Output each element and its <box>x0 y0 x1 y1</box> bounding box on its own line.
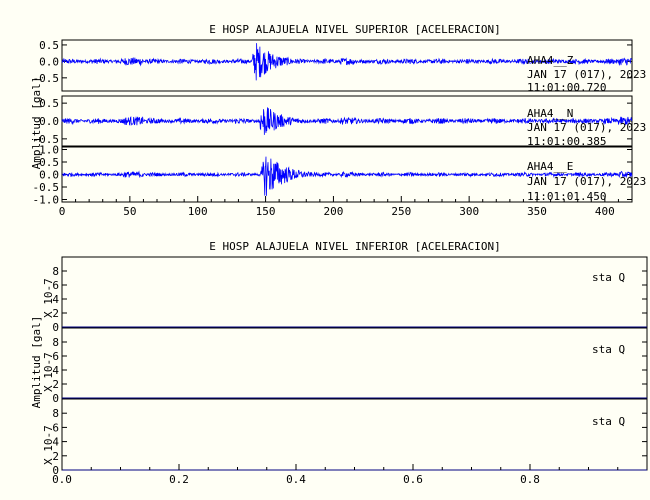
x-tick-label: 200 <box>323 205 343 218</box>
y-tick-label: -0.5 <box>33 133 60 146</box>
lower-x-axis: 0.0 0.2 0.4 0.6 0.8 <box>52 464 619 486</box>
y-tick-label: -0.5 <box>33 72 60 85</box>
x-tick-label: 0.4 <box>286 473 306 486</box>
y-tick-label: 0.0 <box>39 115 59 128</box>
x-tick-label: 0.6 <box>403 473 423 486</box>
y-tick-label: 4 <box>52 436 59 449</box>
station-label: sta Q <box>592 271 625 284</box>
y-tick-label: 2 <box>52 307 59 320</box>
y-tick-label: -0.5 <box>33 181 60 194</box>
lower-chart: E HOSP ALAJUELA NIVEL INFERIOR [ACELERAC… <box>30 240 648 486</box>
panel-frame <box>61 327 648 399</box>
y-tick-label: 6 <box>52 279 59 292</box>
upper-panel-n: 0.5 0.0 -0.5 AHA4__N JAN 17 (017), 2023 11… <box>33 95 646 148</box>
y-tick-label: 0 <box>52 392 59 405</box>
y-tick-label: 8 <box>52 407 59 420</box>
y-tick-group: 86 420 <box>52 407 647 477</box>
panel-frame <box>61 39 633 92</box>
x-tick-label: 400 <box>595 205 615 218</box>
y-unit-label: X 10-7 <box>42 425 55 465</box>
time-label: 11:01:00.720 <box>527 81 606 94</box>
upper-chart-title: E HOSP ALAJUELA NIVEL SUPERIOR [ACELERAC… <box>209 23 500 36</box>
y-tick-label: 0.5 <box>39 97 59 110</box>
upper-x-axis: 0 50 100 150 200 250 300 350 400 <box>59 196 619 218</box>
y-tick-label: 0.5 <box>39 156 59 169</box>
waveform-trace-e <box>61 156 633 196</box>
y-tick-group: 0.5 0.0 -0.5 <box>33 39 632 85</box>
x-tick-label: 0.0 <box>52 473 72 486</box>
y-tick-label: -1.0 <box>33 194 60 207</box>
y-tick-label: 8 <box>52 265 59 278</box>
y-tick-label: 0 <box>52 464 59 477</box>
y-tick-label: 4 <box>52 293 59 306</box>
x-tick-label: 50 <box>123 205 136 218</box>
y-tick-label: 0.5 <box>39 39 59 52</box>
time-label: 11:01:01.450 <box>527 190 606 203</box>
x-tick-label: 150 <box>256 205 276 218</box>
waveform-trace-z <box>61 43 633 81</box>
station-label: AHA4__Z <box>527 54 574 67</box>
x-tick-label: 0.2 <box>169 473 189 486</box>
station-label: AHA4__N <box>527 107 573 120</box>
upper-y-axis-label: Amplitud [gal] <box>30 77 43 170</box>
date-label: JAN 17 (017), 2023 <box>527 121 646 134</box>
y-unit-label: X 10-7 <box>42 352 55 392</box>
y-unit-label: X 10-7 <box>42 278 55 318</box>
y-tick-label: 8 <box>52 336 59 349</box>
panel-frame <box>61 398 648 471</box>
y-tick-label: 2 <box>52 378 59 391</box>
x-tick-label: 0 <box>59 205 66 218</box>
time-label: 11:01:00.385 <box>527 135 606 148</box>
x-tick-label: 350 <box>527 205 547 218</box>
y-tick-label: 0.0 <box>39 169 59 182</box>
station-label: sta Q <box>592 343 625 356</box>
station-label: AHA4__E <box>527 160 573 173</box>
y-tick-label: 0.0 <box>39 55 59 68</box>
x-tick-label: 250 <box>391 205 411 218</box>
station-label: sta Q <box>592 415 625 428</box>
y-tick-label: 2 <box>52 450 59 463</box>
upper-panel-e: 1.00.50.0-0.5-1.0 AHA4__E JAN 17 (017), … <box>33 144 647 207</box>
date-label: JAN 17 (017), 2023 <box>527 68 646 81</box>
y-tick-group: 0.5 0.0 -0.5 <box>33 97 632 146</box>
panel-frame <box>61 256 648 328</box>
lower-chart-title: E HOSP ALAJUELA NIVEL INFERIOR [ACELERAC… <box>209 240 500 253</box>
y-tick-label: 6 <box>52 421 59 434</box>
lower-y-axis-label: Amplitud [gal] <box>30 316 43 409</box>
y-tick-label: 6 <box>52 350 59 363</box>
date-label: JAN 17 (017), 2023 <box>527 175 646 188</box>
x-tick-label: 0.8 <box>520 473 540 486</box>
lower-panel-3: X 10-7 86 420 sta Q <box>42 398 648 477</box>
y-tick-label: 0 <box>52 321 59 334</box>
y-tick-label: 1.0 <box>39 144 59 157</box>
x-tick-label: 100 <box>188 205 208 218</box>
upper-chart: E HOSP ALAJUELA NIVEL SUPERIOR [ACELERAC… <box>30 23 646 218</box>
y-tick-label: 4 <box>52 364 59 377</box>
waveform-trace-n <box>61 107 633 135</box>
upper-panel-z: 0.5 0.0 -0.5 AHA4__Z JAN 17 (017), 2023 11… <box>33 39 647 94</box>
x-tick-label: 300 <box>459 205 479 218</box>
